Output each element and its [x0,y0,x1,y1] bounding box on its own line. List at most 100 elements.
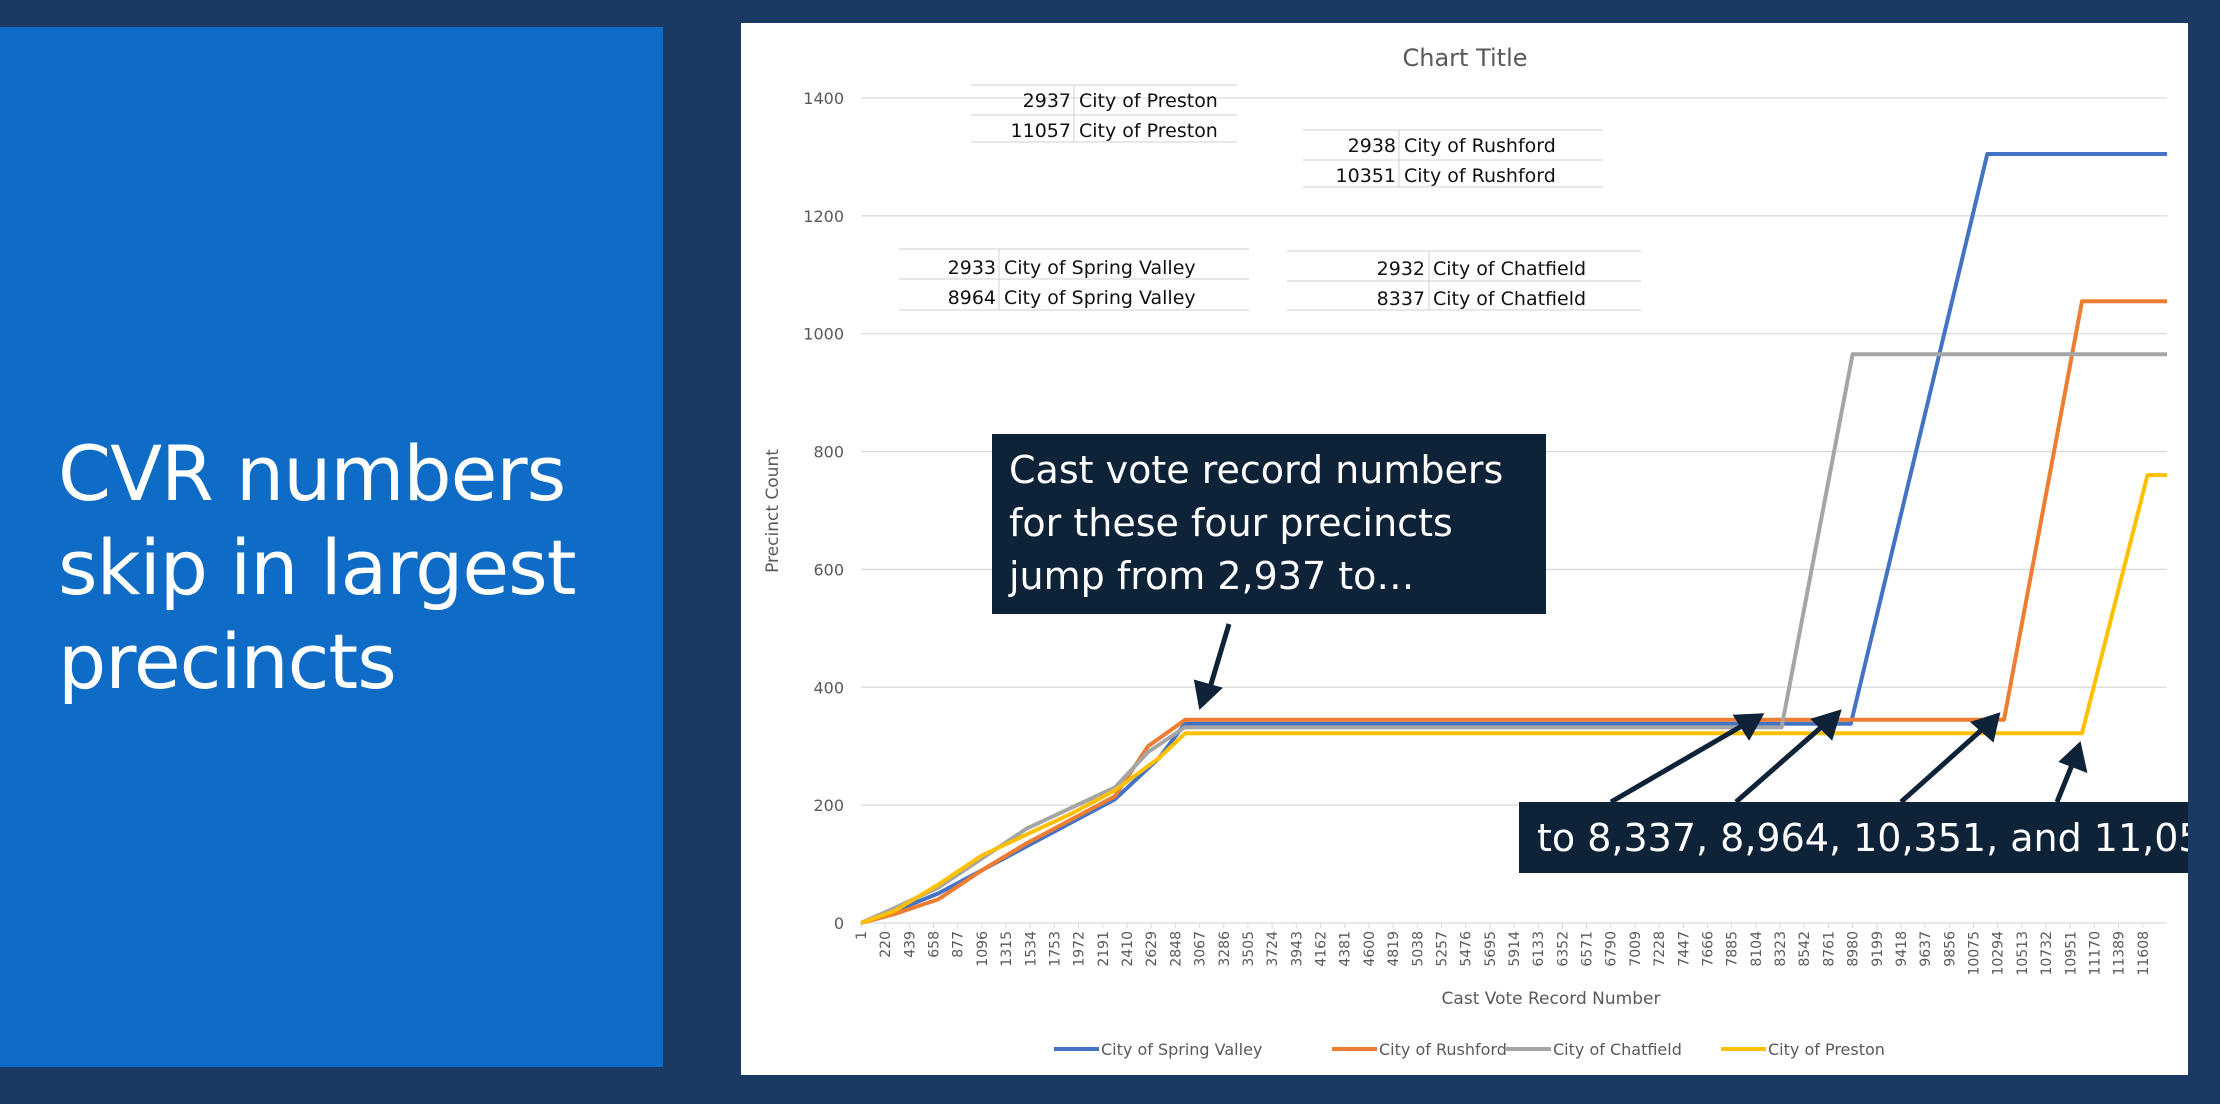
x-tick-label: 877 [951,931,967,958]
x-tick-label: 5257 [1434,931,1450,967]
title-line-1: CVR numbers [58,429,566,518]
x-tick-label: 10951 [2063,931,2079,976]
x-tick-label: 3505 [1241,931,1257,967]
x-tick-label: 439 [902,931,918,958]
y-axis-label: Precinct Count [763,449,783,573]
x-tick-label: 8761 [1821,931,1837,967]
table-cell-number: 10351 [1336,165,1396,187]
arrow-head [1732,713,1765,741]
arrow-head [1810,709,1842,741]
x-tick-label: 11389 [2112,931,2128,976]
callout-top-box [992,434,1546,614]
x-tick-label: 10075 [1967,931,1983,976]
x-tick-label: 1 [854,931,870,940]
callout-bottom-text: to 8,337, 8,964, 10,351, and 11,057 [1537,816,2188,860]
arrow-head [1970,712,2001,743]
x-tick-label: 1534 [1023,931,1039,967]
callout-top-line-2: for these four precincts [1009,501,1453,545]
title-line-2: skip in largest [58,523,577,612]
x-tick-label: 9418 [1894,931,1910,967]
x-tick-label: 3286 [1217,931,1233,967]
x-tick-label: 7885 [1725,931,1741,967]
x-tick-label: 3067 [1193,931,1209,967]
y-tick-label: 400 [813,678,844,697]
table-cell-number: 8964 [948,287,996,309]
y-tick-labels: 0 200 400 600 800 1000 1200 1400 [803,89,844,933]
table-cell-city: City of Preston [1079,90,1218,112]
x-tick-label: 11608 [2136,931,2152,976]
chart-title: Chart Title [1402,44,1527,72]
y-tick-label: 600 [813,560,844,579]
x-tick-label: 4381 [1338,931,1354,967]
x-tick-label: 7009 [1628,931,1644,967]
table-cell-city: City of Spring Valley [1004,287,1196,309]
left-panel: CVR numbers skip in largest precincts [0,27,663,1067]
x-tick-label: 7447 [1676,931,1692,967]
x-tick-label: 8104 [1749,931,1765,967]
x-tick-label: 2410 [1120,931,1136,967]
y-tick-label: 1400 [803,89,844,108]
x-tick-label: 1315 [999,931,1015,967]
x-tick-labels: 1 220 439 658 877 1096 1315 1534 1753 1972 2191 241… [854,923,2152,976]
x-tick-label: 10732 [2039,931,2055,976]
x-tick-label: 8323 [1773,931,1789,967]
slide-title: CVR numbers skip in largest precincts [58,427,648,709]
table-cell-number: 2933 [948,257,996,279]
x-tick-label: 9856 [1942,931,1958,967]
series-line-city-of-preston [860,473,2167,925]
x-tick-label: 4162 [1314,931,1330,967]
series-line-city-of-rushford [860,299,2167,925]
y-tick-label: 200 [813,796,844,815]
table-cell-number: 11057 [1011,120,1071,142]
x-tick-label: 11170 [2087,931,2103,976]
x-tick-label: 9199 [1870,931,1886,967]
x-tick-label: 6571 [1580,931,1596,967]
arrow-head [2058,741,2088,773]
x-tick-label: 4819 [1386,931,1402,967]
x-tick-label: 220 [878,931,894,958]
callout-top-line-1: Cast vote record numbers [1009,448,1503,492]
table-rushford: 2938 City of Rushford 10351 City of Rush… [1303,129,1603,188]
x-tick-label: 3724 [1265,931,1281,967]
callout-top-line-3: jump from 2,937 to… [1008,554,1414,598]
callout-top: Cast vote record numbers for these four … [992,434,1546,614]
x-tick-label: 4600 [1362,931,1378,967]
table-cell-city: City of Preston [1079,120,1218,142]
callout-bottom-box [1519,802,2188,873]
x-tick-label: 8542 [1797,931,1813,967]
series-line-city-of-spring-valley [860,152,2167,925]
legend: City of Spring Valley City of Rushford Cit… [1054,1040,1885,1059]
x-tick-label: 10513 [2015,931,2031,976]
x-tick-label: 3943 [1289,931,1305,967]
y-tick-label: 1200 [803,207,844,226]
arrow-head [1193,679,1223,710]
x-tick-label: 2629 [1144,931,1160,967]
x-tick-label: 7228 [1652,931,1668,967]
legend-label: City of Chatfield [1553,1040,1682,1059]
series-lines [860,152,2167,925]
y-tick-label: 0 [834,914,844,933]
x-tick-label: 9637 [1918,931,1934,967]
legend-label: City of Preston [1768,1040,1885,1059]
x-tick-label: 2191 [1096,931,1112,967]
x-tick-label: 6133 [1531,931,1547,967]
table-chatfield: 2932 City of Chatfield 8337 City of Chat… [1287,250,1641,311]
x-tick-label: 5914 [1507,931,1523,967]
x-tick-label: 8980 [1846,931,1862,967]
title-line-3: precincts [58,617,397,706]
x-tick-label: 5476 [1459,931,1475,967]
x-axis-label: Cast Vote Record Number [1442,989,1661,1009]
x-tick-label: 2848 [1168,931,1184,967]
x-tick-label: 5695 [1483,931,1499,967]
x-tick-label: 6352 [1555,931,1571,967]
callout-bottom: to 8,337, 8,964, 10,351, and 11,057 [1519,802,2188,873]
table-cell-number: 2937 [1023,90,1071,112]
legend-label: City of Rushford [1379,1040,1507,1059]
table-cell-city: City of Chatfield [1433,288,1586,310]
table-cell-number: 8337 [1377,288,1425,310]
callout-arrows [1193,623,2088,805]
x-tick-label: 5038 [1410,931,1426,967]
x-tick-label: 6790 [1604,931,1620,967]
table-cell-city: City of Spring Valley [1004,257,1196,279]
chart-panel: 0 200 400 600 800 1000 1200 1400 1 220 439 658 877 1… [741,23,2188,1075]
